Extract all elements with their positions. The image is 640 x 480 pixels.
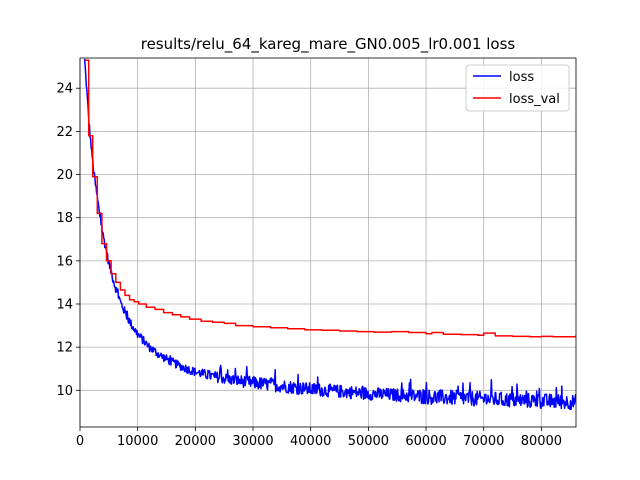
legend-label-loss-val: loss_val	[509, 92, 560, 107]
x-tick-label: 80000	[521, 434, 562, 449]
axes: 0 10000 20000 30000 40000 50000 60000 70000 8000…	[56, 57, 577, 449]
x-tick-label: 40000	[290, 434, 331, 449]
plot-area	[83, 58, 576, 411]
chart-title: results/relu_64_kareg_mare_GN0.005_lr0.0…	[141, 35, 516, 54]
y-tick-label: 22	[56, 125, 73, 140]
y-tick-label: 12	[56, 341, 73, 356]
series-line-loss-val	[84, 59, 576, 338]
x-tick-label: 30000	[232, 434, 273, 449]
x-tick-label: 60000	[405, 434, 446, 449]
y-tick-label: 24	[56, 82, 73, 97]
y-tick-label: 14	[56, 298, 73, 313]
y-tick-label: 20	[56, 168, 73, 183]
series-line-loss	[83, 58, 576, 411]
axes-frame	[79, 57, 577, 428]
y-tick-label: 10	[56, 384, 73, 399]
x-tick-label: 10000	[117, 434, 158, 449]
x-tick-label: 70000	[463, 434, 504, 449]
x-tick-label: 0	[76, 434, 84, 449]
x-tick-label: 50000	[348, 434, 389, 449]
y-tick-label: 18	[56, 211, 73, 226]
grid-lines	[79, 58, 576, 427]
y-tick-label: 16	[56, 254, 73, 269]
legend: loss loss_val	[465, 64, 570, 112]
legend-label-loss: loss	[509, 70, 534, 85]
x-tick-label: 20000	[175, 434, 216, 449]
